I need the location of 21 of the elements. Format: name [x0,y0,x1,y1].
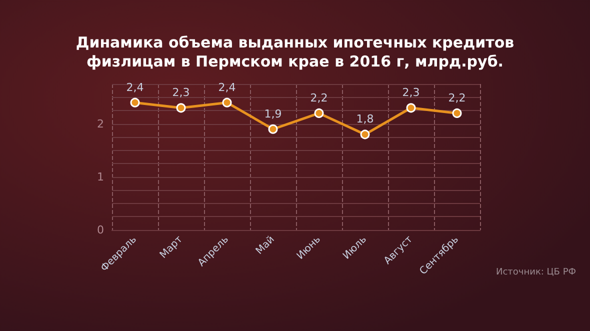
data-label: 2,2 [310,91,328,104]
point [360,130,370,140]
data-label: 2,4 [126,80,144,94]
data-label: 2,3 [172,86,190,100]
text: Источник: ЦБ РФ [496,268,576,278]
chart-title: Динамика объема выданных ипотечных кредитов физлицам в Пермском крае в 2016 г, млрд.руб. [76,34,514,70]
point [314,108,324,118]
data-label: 2,4 [218,80,236,94]
point [452,108,462,118]
data-label: 2,3 [402,86,420,100]
point [268,124,278,134]
point [406,103,416,113]
data-label: 1,9 [264,107,282,120]
y-tick-label: 0 [97,224,104,236]
y-tick-label: 2 [97,117,104,130]
point [130,98,140,108]
y-tick-label: 1 [97,170,104,184]
point [176,103,186,113]
data-label: 2,2 [448,91,466,104]
point [222,98,232,108]
data-label: 1,8 [356,112,374,126]
